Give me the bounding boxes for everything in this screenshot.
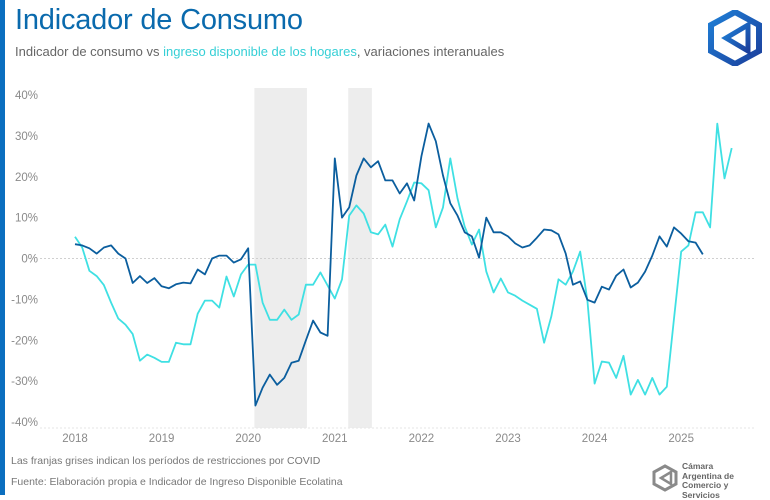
x-tick-label: 2018 <box>62 433 88 445</box>
x-tick-label: 2019 <box>149 433 175 445</box>
brand-block: Cámara Argentina de Comercio y Servicios <box>652 462 762 494</box>
x-tick-label: 2022 <box>409 433 435 445</box>
x-tick-label: 2021 <box>322 433 348 445</box>
y-tick-label: 0% <box>21 254 38 266</box>
series-line-ingreso <box>75 124 732 395</box>
x-tick-label: 2024 <box>582 433 608 445</box>
y-tick-label: -10% <box>11 294 38 306</box>
x-tick-label: 2020 <box>235 433 261 445</box>
x-tick-label: 2023 <box>495 433 521 445</box>
brand-name: Cámara Argentina de Comercio y Servicios <box>682 462 762 500</box>
y-tick-label: -30% <box>11 376 38 388</box>
source-note: Fuente: Elaboración propia e Indicador d… <box>11 476 343 488</box>
y-tick-label: -20% <box>11 335 38 347</box>
y-tick-label: 40% <box>15 90 38 102</box>
y-tick-label: -40% <box>11 417 38 429</box>
y-tick-label: 30% <box>15 131 38 143</box>
y-tick-label: 10% <box>15 213 38 225</box>
line-chart: 40% 30% 20% 10% 0% -10% -20% -30% -40% 2018 2019 2… <box>0 0 770 450</box>
covid-note: Las franjas grises indican los períodos … <box>11 455 320 467</box>
brand-line-3: Comercio y Servicios <box>682 481 762 500</box>
y-tick-label: 20% <box>15 172 38 184</box>
cac-brand-icon <box>652 464 678 492</box>
x-tick-label: 2025 <box>668 433 694 445</box>
